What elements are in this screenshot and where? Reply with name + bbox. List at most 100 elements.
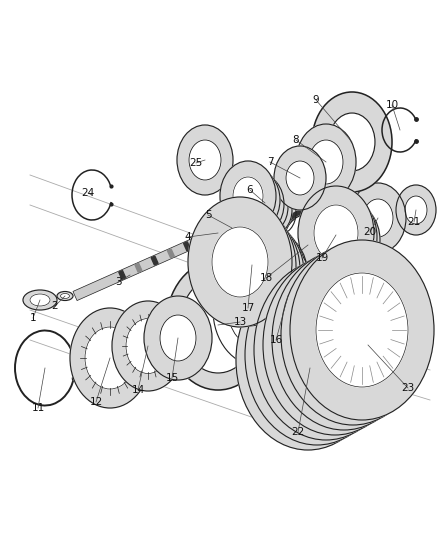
Ellipse shape — [323, 212, 363, 262]
Polygon shape — [135, 263, 142, 272]
Ellipse shape — [245, 265, 389, 445]
Ellipse shape — [160, 315, 196, 361]
Ellipse shape — [60, 294, 70, 298]
Ellipse shape — [298, 186, 374, 280]
Ellipse shape — [265, 267, 311, 325]
Ellipse shape — [144, 296, 212, 380]
Polygon shape — [119, 271, 126, 279]
Ellipse shape — [57, 292, 73, 301]
Text: 16: 16 — [269, 335, 283, 345]
Ellipse shape — [320, 203, 380, 277]
Text: 15: 15 — [166, 373, 179, 383]
Text: 1: 1 — [30, 313, 36, 323]
Circle shape — [301, 264, 311, 274]
Text: 12: 12 — [89, 397, 102, 407]
Ellipse shape — [263, 255, 407, 435]
Ellipse shape — [215, 231, 222, 235]
Ellipse shape — [177, 125, 233, 195]
Ellipse shape — [329, 113, 375, 171]
Ellipse shape — [189, 140, 221, 180]
Ellipse shape — [286, 161, 314, 195]
Ellipse shape — [247, 188, 273, 220]
Ellipse shape — [262, 303, 354, 417]
Ellipse shape — [285, 216, 331, 273]
Ellipse shape — [253, 252, 291, 300]
Text: 8: 8 — [293, 135, 299, 145]
Ellipse shape — [283, 214, 333, 276]
Ellipse shape — [70, 308, 150, 408]
Ellipse shape — [272, 250, 416, 430]
Text: 9: 9 — [313, 95, 319, 105]
Ellipse shape — [236, 174, 284, 234]
Ellipse shape — [233, 177, 263, 215]
Ellipse shape — [200, 206, 296, 326]
Text: 21: 21 — [407, 217, 420, 227]
Ellipse shape — [30, 294, 50, 306]
Ellipse shape — [261, 197, 283, 223]
Ellipse shape — [266, 193, 350, 297]
Text: 6: 6 — [247, 185, 253, 195]
Ellipse shape — [363, 199, 393, 237]
Text: 4: 4 — [185, 232, 191, 242]
Ellipse shape — [232, 240, 280, 300]
Ellipse shape — [263, 257, 297, 301]
Ellipse shape — [212, 227, 268, 297]
Ellipse shape — [332, 218, 368, 262]
Ellipse shape — [252, 185, 292, 235]
Ellipse shape — [242, 246, 286, 300]
Ellipse shape — [248, 239, 312, 319]
Ellipse shape — [236, 270, 380, 450]
Ellipse shape — [23, 290, 57, 310]
Ellipse shape — [306, 196, 366, 270]
Circle shape — [265, 264, 275, 274]
Ellipse shape — [213, 254, 303, 366]
Ellipse shape — [269, 201, 287, 225]
Polygon shape — [73, 231, 212, 301]
Text: 20: 20 — [364, 227, 377, 237]
Text: 13: 13 — [233, 317, 247, 327]
Ellipse shape — [180, 277, 256, 373]
Ellipse shape — [166, 260, 270, 390]
Text: 23: 23 — [401, 383, 415, 393]
Ellipse shape — [240, 183, 268, 217]
Ellipse shape — [309, 195, 377, 279]
Text: 2: 2 — [52, 301, 58, 311]
Ellipse shape — [315, 207, 357, 259]
Ellipse shape — [312, 92, 392, 192]
Ellipse shape — [212, 215, 300, 325]
Ellipse shape — [211, 229, 225, 237]
Ellipse shape — [236, 231, 308, 321]
Circle shape — [301, 318, 311, 328]
Circle shape — [265, 318, 275, 328]
Ellipse shape — [112, 301, 184, 391]
Ellipse shape — [279, 208, 337, 281]
Text: 18: 18 — [259, 273, 272, 283]
Ellipse shape — [307, 278, 399, 392]
Ellipse shape — [260, 191, 296, 235]
Ellipse shape — [296, 124, 356, 200]
Text: 22: 22 — [291, 427, 304, 437]
Ellipse shape — [396, 185, 436, 235]
Ellipse shape — [222, 233, 274, 299]
Polygon shape — [184, 242, 191, 251]
Text: 11: 11 — [32, 403, 45, 413]
Ellipse shape — [289, 288, 381, 402]
Ellipse shape — [244, 180, 288, 234]
Ellipse shape — [85, 327, 135, 389]
Ellipse shape — [405, 196, 427, 224]
Ellipse shape — [224, 223, 304, 323]
Text: 7: 7 — [267, 157, 273, 167]
Ellipse shape — [220, 161, 276, 231]
Text: 17: 17 — [241, 303, 254, 313]
Text: 19: 19 — [315, 253, 328, 263]
Text: 14: 14 — [131, 385, 145, 395]
Ellipse shape — [298, 283, 390, 397]
Ellipse shape — [254, 193, 278, 221]
Ellipse shape — [227, 225, 237, 230]
Ellipse shape — [223, 223, 241, 233]
Ellipse shape — [275, 205, 291, 227]
Text: 25: 25 — [189, 158, 203, 168]
Text: 3: 3 — [115, 277, 121, 287]
Ellipse shape — [314, 205, 358, 261]
Polygon shape — [167, 249, 174, 258]
